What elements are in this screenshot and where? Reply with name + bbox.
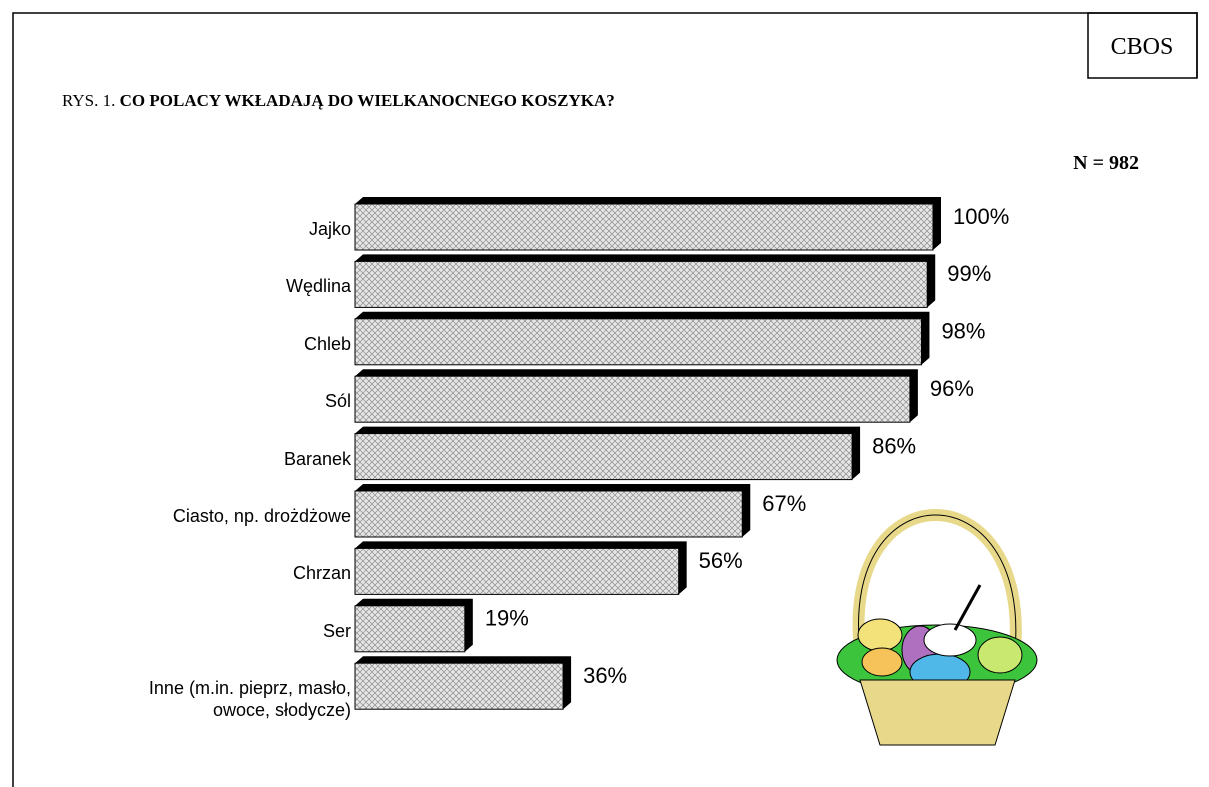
bar-depth: [355, 197, 941, 250]
bar-depth: [355, 656, 572, 710]
bar-depth: [355, 254, 936, 308]
bar-depth: [355, 598, 473, 652]
bar: [354, 490, 743, 538]
value-label: 98%: [941, 319, 985, 344]
category-label: Sól: [324, 391, 351, 412]
value-label: 19%: [485, 606, 529, 631]
bar: [354, 203, 934, 251]
category-label: Ser: [322, 620, 351, 641]
value-label: 36%: [583, 663, 627, 688]
category-label: Jajko: [308, 219, 351, 239]
category-label: Wędlina: [285, 276, 351, 297]
value-label: 56%: [699, 548, 743, 573]
category-label: Chrzan: [292, 563, 351, 584]
bar-depth: [355, 484, 751, 537]
bar: [354, 547, 680, 595]
figure-label: RYS. 1.: [62, 91, 115, 110]
value-label: 67%: [762, 491, 806, 516]
bar: [354, 433, 853, 481]
value-label: 99%: [947, 261, 991, 286]
category-label: Ciasto, np. drożdżowe: [172, 506, 351, 526]
source: CBOS: [1111, 34, 1174, 60]
source-box: [1087, 12, 1198, 79]
category-label: Chleb: [303, 333, 351, 354]
bar-depth: [355, 311, 930, 365]
value-label: 96%: [930, 376, 974, 401]
category-label: Baranek: [283, 448, 351, 469]
bar: [354, 260, 928, 308]
bar: [354, 662, 564, 710]
bar-depth: [355, 541, 687, 595]
bar: [354, 375, 911, 423]
sample-note: N = 982: [1073, 152, 1139, 174]
category-label: Inne (m.in. pieprz, masło, owoce, słodyc…: [148, 678, 351, 721]
value-label: 86%: [872, 433, 916, 458]
title: CO POLACY WKŁADAJĄ DO WIELKANOCNEGO KOSZ…: [120, 91, 615, 110]
bar-depth: [355, 369, 918, 423]
value-label: 100%: [953, 204, 1009, 229]
bar: [354, 605, 466, 653]
basket-illustration: [836, 509, 1038, 746]
bar: [354, 318, 922, 366]
bar-depth: [355, 426, 861, 480]
chart-title: RYS. 1. CO POLACY WKŁADAJĄ DO WIELKANOCN…: [62, 91, 615, 110]
